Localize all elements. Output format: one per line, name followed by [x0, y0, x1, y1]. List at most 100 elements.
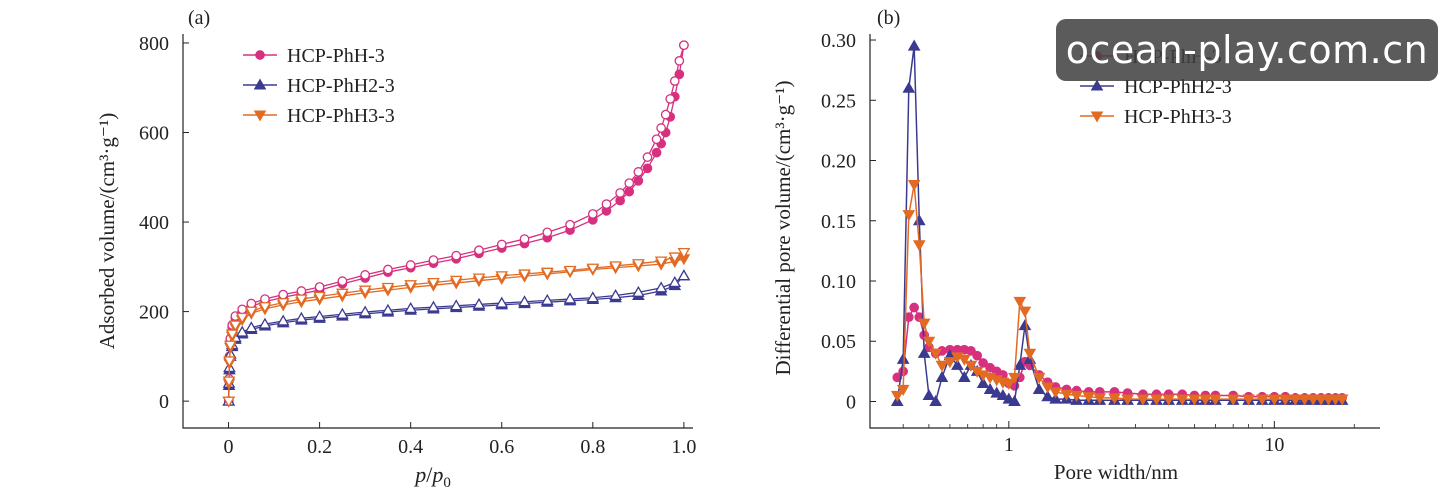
point-hcp-phh3-3 [964, 360, 978, 372]
desorption-point-hcp-phh2-3 [518, 295, 531, 307]
desorption-point-hcp-phh3-3 [336, 288, 349, 300]
desorption-point-hcp-phh3-3 [224, 340, 237, 352]
point-hcp-phh3-3 [1108, 393, 1121, 405]
point-hcp-phh2-3 [1032, 382, 1046, 394]
desorption-point-hcp-phh-3 [633, 167, 644, 177]
x-axis-title-var-a: p [430, 462, 443, 487]
desorption-point-hcp-phh3-3 [495, 271, 509, 283]
adsorption-line-hcp-phh-3 [228, 45, 685, 402]
x-axis-title-a: p/p0 [413, 462, 451, 491]
legend-label-hcp-phh2-3: HCP-PhH2-3 [287, 75, 395, 97]
desorption-point-hcp-phh2-3 [609, 288, 622, 301]
desorption-point-hcp-phh2-3 [358, 305, 372, 317]
desorption-point-hcp-phh-3 [624, 178, 635, 188]
point-hcp-phh2-3 [983, 382, 997, 394]
axis-frame-b [869, 34, 1380, 429]
series-group-a [222, 40, 691, 408]
legend-a: HCP-PhH-3 HCP-PhH2-3 HCP-PhH3-3 [243, 45, 395, 127]
point-hcp-phh2-3 [951, 358, 964, 370]
point-hcp-phh3-3 [890, 390, 904, 402]
desorption-point-hcp-phh3-3 [632, 259, 645, 271]
desorption-point-hcp-phh-3 [260, 294, 270, 304]
point-hcp-phh3-3 [1060, 389, 1073, 401]
y-tick-label-a: 600 [139, 123, 169, 145]
point-hcp-phh3-3 [1002, 378, 1016, 390]
y-tick-label-b: 0.20 [821, 151, 856, 173]
point-hcp-phh3-3 [922, 336, 936, 348]
legend-label-hcp-phh3-3: HCP-PhH3-3 [287, 105, 395, 127]
x-tick-label-b: 10 [1264, 434, 1284, 456]
legend-label-hcp-phh2-3: HCP-PhH2-3 [1124, 76, 1232, 98]
y-tick-label-b: 0.10 [821, 271, 856, 293]
desorption-point-hcp-phh-3 [278, 289, 289, 300]
point-hcp-phh2-3 [1013, 358, 1027, 370]
adsorption-point-hcp-phh-3 [633, 176, 644, 186]
point-hcp-phh3-3 [1289, 394, 1302, 406]
x-tick-label-a: 1.0 [671, 436, 696, 458]
point-hcp-phh3-3 [917, 318, 931, 330]
y-tick-label-a: 400 [139, 212, 169, 234]
desorption-point-hcp-phh2-3 [540, 293, 554, 305]
desorption-point-hcp-phh3-3 [313, 291, 326, 303]
point-hcp-phh3-3 [1279, 394, 1292, 406]
y-axis-title-a: Adsorbed volume/(cm³·g⁻¹) [95, 113, 119, 350]
point-hcp-phh3-3 [1255, 394, 1269, 406]
point-hcp-phh2-3 [1041, 390, 1054, 402]
x-tick-label-a: 0 [224, 436, 234, 458]
point-hcp-phh3-3 [1008, 372, 1021, 384]
desorption-point-hcp-phh2-3 [654, 281, 668, 293]
x-tick-label-a: 0.8 [580, 436, 605, 458]
desorption-point-hcp-phh-3 [587, 209, 598, 219]
panel-label-b: (b) [877, 7, 900, 29]
point-hcp-phh-3 [892, 372, 903, 383]
desorption-point-hcp-phh-3 [542, 227, 553, 238]
desorption-point-hcp-phh-3 [660, 109, 671, 120]
point-hcp-phh2-3 [976, 376, 990, 388]
point-hcp-phh2-3 [1008, 394, 1021, 407]
y-tick-label-a: 800 [139, 33, 169, 55]
point-hcp-phh3-3 [1209, 394, 1222, 406]
desorption-point-hcp-phh-3 [669, 76, 680, 86]
desorption-point-hcp-phh2-3 [313, 310, 326, 322]
desorption-point-hcp-phh-3 [674, 56, 685, 66]
desorption-point-hcp-phh-3 [615, 188, 625, 198]
point-hcp-phh3-3 [1335, 394, 1349, 406]
point-hcp-phh3-3 [943, 357, 957, 369]
desorption-point-hcp-phh3-3 [472, 273, 486, 285]
line-hcp-phh3-3 [896, 184, 1343, 400]
desorption-point-hcp-phh2-3 [381, 303, 395, 315]
point-hcp-phh3-3 [929, 348, 942, 360]
desorption-point-hcp-phh-3 [565, 219, 575, 230]
point-hcp-phh3-3 [1150, 394, 1163, 406]
point-hcp-phh3-3 [1162, 394, 1176, 406]
desorption-point-hcp-phh3-3 [381, 282, 395, 294]
desorption-point-hcp-phh2-3 [495, 296, 509, 308]
y-tick-label-a: 200 [139, 302, 169, 324]
point-hcp-phh3-3 [1268, 394, 1281, 406]
x-tick-label-b: 1 [1004, 434, 1014, 456]
point-hcp-phh2-3 [1049, 392, 1062, 404]
desorption-point-hcp-phh-3 [246, 298, 257, 309]
desorption-point-hcp-phh-3 [496, 239, 507, 250]
panel-label-a: (a) [188, 7, 210, 29]
legend-marker-hcp-phh-3 [255, 50, 265, 60]
x-tick-label-a: 0.2 [307, 436, 332, 458]
desorption-point-hcp-phh-3 [383, 264, 393, 275]
desorption-point-hcp-phh3-3 [668, 252, 682, 264]
point-hcp-phh3-3 [1242, 394, 1255, 406]
desorption-line-hcp-phh3-3 [228, 251, 685, 402]
point-hcp-phh3-3 [1314, 394, 1328, 406]
series-group-b [890, 39, 1349, 407]
point-hcp-phh3-3 [907, 180, 921, 192]
adsorption-point-hcp-phh-3 [651, 147, 662, 158]
desorption-point-hcp-phh-3 [314, 282, 325, 292]
point-hcp-phh3-3 [935, 360, 949, 372]
desorption-point-hcp-phh-3 [474, 245, 484, 256]
desorption-point-hcp-phh2-3 [258, 317, 272, 329]
point-hcp-phh3-3 [1032, 372, 1046, 384]
desorption-point-hcp-phh-3 [428, 255, 439, 265]
series-a-hcp-phh3-3 [222, 247, 691, 408]
desorption-point-hcp-phh-3 [237, 304, 248, 315]
point-hcp-phh3-3 [1199, 394, 1212, 406]
series-a-hcp-phh2-3 [222, 269, 691, 406]
